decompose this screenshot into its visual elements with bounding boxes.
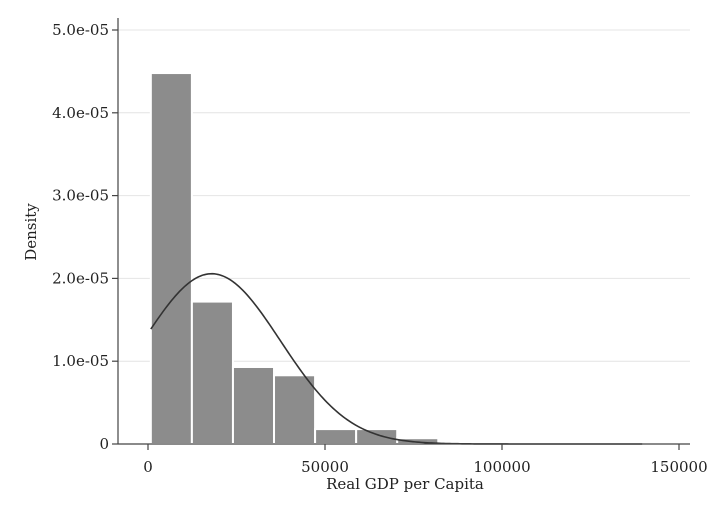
y-tick-label: 2.0e-05 [52, 269, 109, 287]
y-tick-label: 4.0e-05 [52, 104, 109, 122]
histogram-bar-2 [190, 300, 234, 446]
y-tick-label: 5.0e-05 [52, 21, 109, 39]
grid-lines [118, 29, 690, 362]
histogram-bar-4 [273, 374, 317, 445]
histogram-bar-3 [231, 365, 276, 445]
x-tick-label: 50000 [301, 458, 349, 476]
axes [117, 18, 690, 445]
y-tick-label: 1.0e-05 [52, 352, 109, 370]
axis-ticks: 0 1.0e-05 2.0e-05 3.0e-05 4.0e-05 5.0e-05 0 500… [52, 21, 708, 476]
x-tick-label: 150000 [650, 458, 707, 476]
x-tick-label: 100000 [473, 458, 530, 476]
histogram-bar-6 [355, 428, 399, 446]
x-axis-title: Real GDP per Capita [326, 475, 484, 493]
y-axis-title: Density [22, 203, 40, 261]
histogram-bars [149, 72, 644, 446]
histogram-bar-1 [149, 72, 193, 445]
y-tick-label: 3.0e-05 [52, 187, 109, 205]
y-tick-label: 0 [99, 435, 109, 453]
x-tick-label: 0 [143, 458, 153, 476]
histogram-bar-5 [314, 428, 358, 446]
